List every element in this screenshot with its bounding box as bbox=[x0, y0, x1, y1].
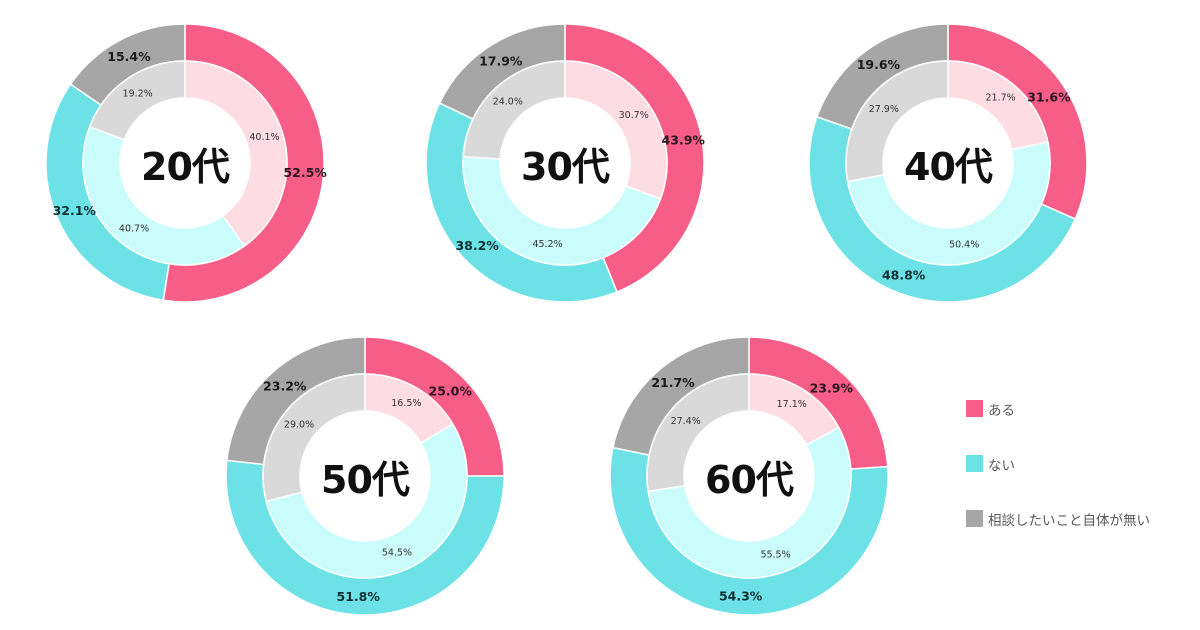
inner-segment-label: 29.0% bbox=[284, 419, 314, 430]
inner-ring-segment bbox=[82, 125, 246, 266]
outer-segment-label: 19.6% bbox=[857, 57, 901, 72]
inner-ring-segment bbox=[845, 60, 949, 183]
outer-segment-label: 48.8% bbox=[882, 268, 926, 283]
outer-segment-label: 31.6% bbox=[1027, 90, 1071, 105]
legend-swatch-icon bbox=[966, 455, 983, 472]
legend: ある ない 相談したいこと自体が無い bbox=[966, 400, 1196, 565]
legend-swatch-icon bbox=[966, 510, 983, 527]
outer-segment-label: 54.3% bbox=[719, 589, 763, 604]
inner-ring-segment bbox=[646, 373, 750, 493]
inner-segment-label: 27.4% bbox=[671, 416, 701, 427]
inner-segment-label: 16.5% bbox=[391, 398, 421, 409]
donut-chart-20s: 52.5% 32.1% 15.4% 40.1% 40.7% 19.2% 20代 bbox=[35, 13, 335, 313]
outer-segment-label: 51.8% bbox=[337, 589, 381, 604]
legend-label: 相談したいこと自体が無い bbox=[988, 512, 1150, 529]
inner-ring-segment bbox=[184, 60, 288, 247]
legend-item-nai: ない bbox=[966, 455, 1196, 474]
outer-segment-label: 23.9% bbox=[810, 380, 854, 395]
outer-segment-label: 25.0% bbox=[429, 383, 473, 398]
inner-segment-label: 50.4% bbox=[949, 239, 979, 250]
inner-segment-label: 55.5% bbox=[760, 550, 790, 561]
inner-segment-label: 30.7% bbox=[619, 110, 649, 121]
outer-segment-label: 21.7% bbox=[651, 375, 695, 390]
legend-swatch-icon bbox=[966, 400, 983, 417]
outer-segment-label: 32.1% bbox=[53, 203, 97, 218]
inner-segment-label: 17.1% bbox=[777, 399, 807, 410]
donut-rings: 25.0% 51.8% 23.2% 16.5% 54.5% 29.0% bbox=[225, 336, 505, 616]
outer-ring-segment bbox=[425, 102, 618, 303]
inner-ring-segment bbox=[846, 141, 1051, 266]
legend-item-none: 相談したいこと自体が無い bbox=[966, 510, 1196, 529]
inner-segment-label: 19.2% bbox=[123, 89, 153, 100]
donut-chart-40s: 31.6% 48.8% 19.6% 21.7% 50.4% 27.9% 40代 bbox=[798, 13, 1098, 313]
inner-segment-label: 40.1% bbox=[249, 132, 279, 143]
outer-segment-label: 52.5% bbox=[283, 165, 327, 180]
inner-ring-segment bbox=[647, 426, 852, 579]
donut-rings: 31.6% 48.8% 19.6% 21.7% 50.4% 27.9% bbox=[808, 23, 1088, 303]
donut-chart-60s: 23.9% 54.3% 21.7% 17.1% 55.5% 27.4% 60代 bbox=[599, 326, 899, 626]
inner-ring-segment bbox=[265, 423, 468, 579]
legend-item-aru: ある bbox=[966, 400, 1196, 419]
donut-rings: 43.9% 38.2% 17.9% 30.7% 45.2% 24.0% bbox=[425, 23, 706, 303]
inner-segment-label: 27.9% bbox=[869, 104, 899, 115]
legend-label: ない bbox=[988, 457, 1015, 474]
donut-rings: 23.9% 54.3% 21.7% 17.1% 55.5% 27.4% bbox=[609, 336, 889, 616]
legend-label: ある bbox=[988, 402, 1015, 419]
inner-segment-label: 45.2% bbox=[532, 239, 562, 250]
inner-ring-segment bbox=[88, 60, 186, 141]
inner-segment-label: 21.7% bbox=[986, 93, 1016, 104]
outer-segment-label: 15.4% bbox=[107, 49, 151, 64]
inner-ring-segment bbox=[564, 60, 668, 200]
donut-chart-50s: 25.0% 51.8% 23.2% 16.5% 54.5% 29.0% 50代 bbox=[215, 326, 515, 626]
donut-rings: 52.5% 32.1% 15.4% 40.1% 40.7% 19.2% bbox=[45, 23, 327, 303]
inner-segment-label: 40.7% bbox=[119, 224, 149, 235]
inner-ring-segment bbox=[462, 155, 662, 266]
donut-chart-30s: 43.9% 38.2% 17.9% 30.7% 45.2% 24.0% 30代 bbox=[415, 13, 715, 313]
inner-segment-label: 24.0% bbox=[493, 97, 523, 108]
inner-ring-segment bbox=[262, 373, 366, 503]
outer-segment-label: 38.2% bbox=[455, 238, 499, 253]
inner-ring-segment bbox=[462, 60, 566, 160]
inner-segment-label: 54.5% bbox=[382, 548, 412, 559]
outer-segment-label: 23.2% bbox=[263, 379, 307, 394]
outer-segment-label: 17.9% bbox=[479, 54, 523, 69]
outer-segment-label: 43.9% bbox=[662, 133, 706, 148]
